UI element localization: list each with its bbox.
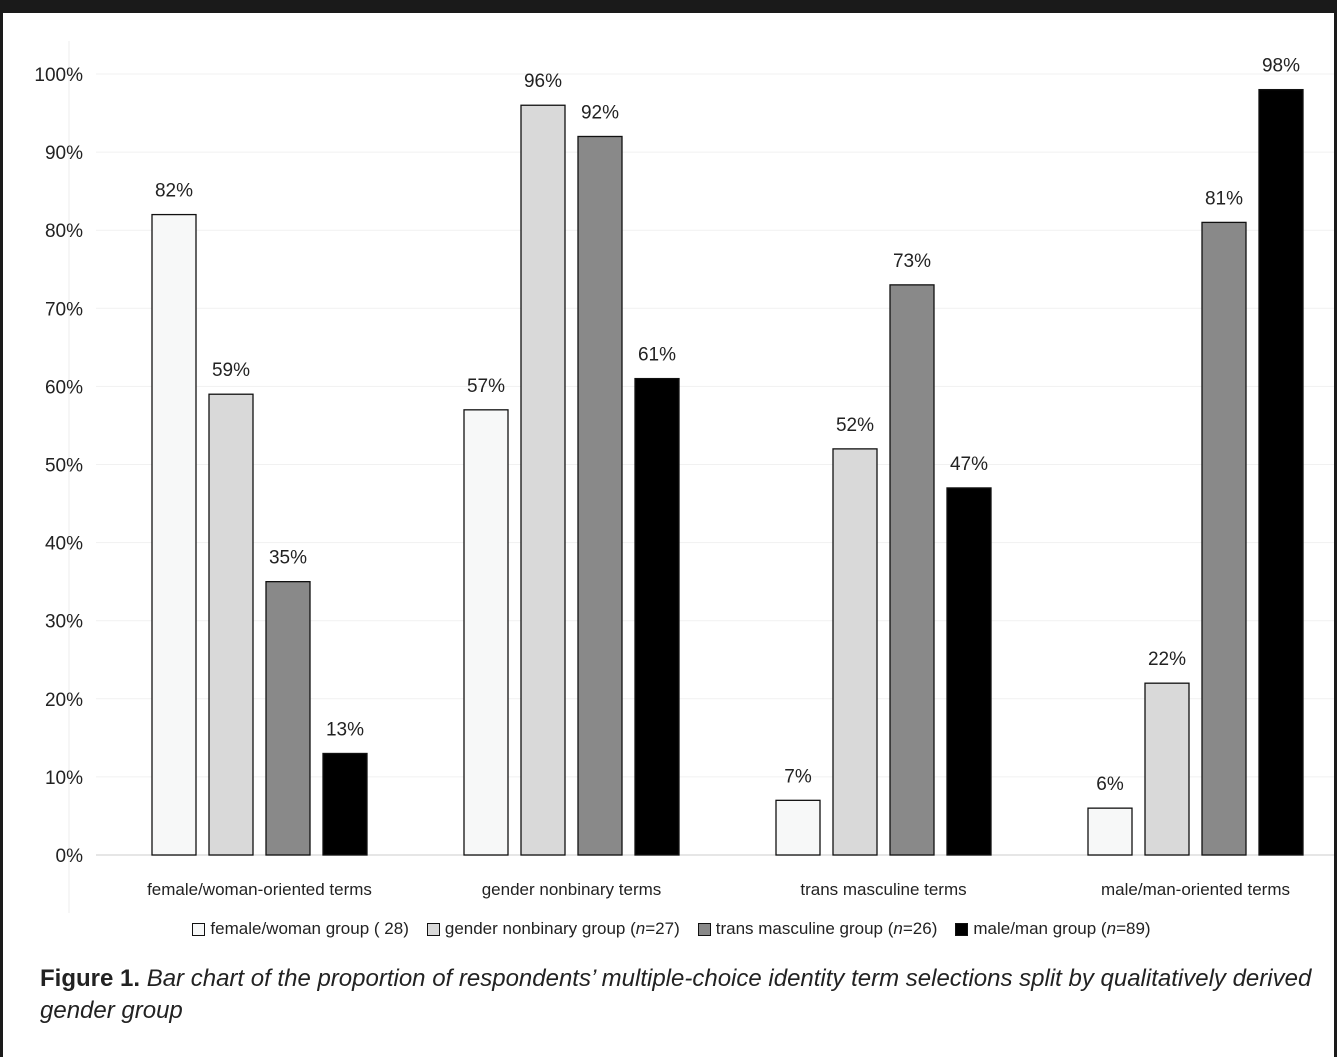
y-tick-label: 0%	[56, 846, 84, 867]
x-category-label: female/woman-oriented terms	[147, 880, 372, 899]
figure-caption: Figure 1. Bar chart of the proportion of…	[40, 963, 1330, 1027]
bar-value-label: 57%	[467, 376, 505, 397]
y-tick-label: 60%	[45, 377, 83, 398]
bar	[1201, 221, 1247, 856]
bar-value-label: 82%	[155, 181, 193, 202]
bar-value-label: 7%	[784, 766, 812, 787]
bar-value-label: 92%	[581, 102, 619, 123]
bar-value-label: 61%	[638, 345, 676, 366]
x-category-label: male/man-oriented terms	[1101, 880, 1290, 899]
legend-swatch	[955, 922, 969, 936]
legend-n-symbol: n	[893, 919, 903, 938]
bar	[1258, 88, 1304, 856]
bar	[889, 284, 935, 856]
bar	[1144, 682, 1190, 856]
bar-value-label: 22%	[1148, 649, 1186, 670]
bar-value-label: 52%	[836, 415, 874, 436]
legend-item-trans-masculine-group: trans masculine group (n=26)	[697, 919, 938, 939]
bar-value-label: 59%	[212, 360, 250, 381]
legend-n-value: =26)	[902, 919, 938, 938]
bar-value-label: 96%	[524, 71, 562, 92]
y-tick-label: 30%	[45, 612, 83, 633]
figure-number: Figure 1.	[40, 965, 141, 992]
y-tick-label: 80%	[45, 221, 83, 242]
bar	[946, 487, 992, 856]
bar-value-label: 81%	[1205, 188, 1243, 209]
legend-label: female/woman group ( 28)	[210, 919, 409, 938]
bar-value-label: 47%	[950, 454, 988, 475]
bar	[577, 135, 623, 856]
bar	[832, 448, 878, 856]
legend-n-value: =27)	[645, 919, 680, 938]
legend-n-symbol: n	[635, 919, 646, 938]
x-category-label: gender nonbinary terms	[482, 880, 662, 899]
bar	[265, 581, 311, 856]
legend-swatch	[192, 922, 206, 936]
bar-value-label: 13%	[326, 719, 364, 740]
legend-n-value: =89)	[1116, 919, 1151, 938]
legend-label: trans masculine group (	[715, 919, 894, 938]
bar	[463, 409, 509, 856]
legend-label: male/man group (	[973, 919, 1107, 938]
bar	[520, 104, 566, 856]
bar	[151, 213, 197, 856]
figure-caption-text: Bar chart of the proportion of responden…	[40, 965, 1312, 1024]
x-category-label: trans masculine terms	[800, 880, 966, 899]
legend-swatch	[426, 922, 440, 936]
bar-value-label: 98%	[1262, 56, 1300, 77]
y-tick-label: 20%	[45, 690, 83, 711]
y-tick-label: 40%	[45, 534, 83, 555]
y-tick-label: 100%	[34, 65, 83, 86]
bar-value-label: 73%	[893, 251, 931, 272]
bar-value-label: 6%	[1096, 774, 1124, 795]
legend-n-symbol: n	[1106, 919, 1117, 938]
bar	[634, 377, 680, 856]
y-tick-label: 90%	[45, 143, 83, 164]
chart-legend: female/woman group ( 28) gender nonbinar…	[3, 919, 1337, 939]
legend-item-female-woman-group: female/woman group ( 28)	[192, 919, 409, 939]
bar	[775, 799, 821, 856]
legend-swatch	[697, 922, 711, 936]
figure-frame: 0% 10% 20% 30% 40% 50% 60% 70% 80% 90% 100% 82% 59% 3…	[0, 13, 1337, 1057]
y-tick-label: 70%	[45, 299, 83, 320]
legend-item-gender-nonbinary-group: gender nonbinary group (n=27)	[426, 919, 680, 939]
y-tick-label: 10%	[45, 768, 83, 789]
y-tick-label: 50%	[45, 456, 83, 477]
bar	[208, 393, 254, 856]
bar	[322, 752, 368, 856]
bar-chart: 0% 10% 20% 30% 40% 50% 60% 70% 80% 90% 100% 82% 59% 3…	[34, 41, 1334, 913]
legend-item-male-man-group: male/man group (n=89)	[955, 919, 1151, 939]
legend-label: gender nonbinary group (	[444, 919, 636, 938]
bar-value-label: 35%	[269, 548, 307, 569]
bar	[1087, 807, 1133, 856]
